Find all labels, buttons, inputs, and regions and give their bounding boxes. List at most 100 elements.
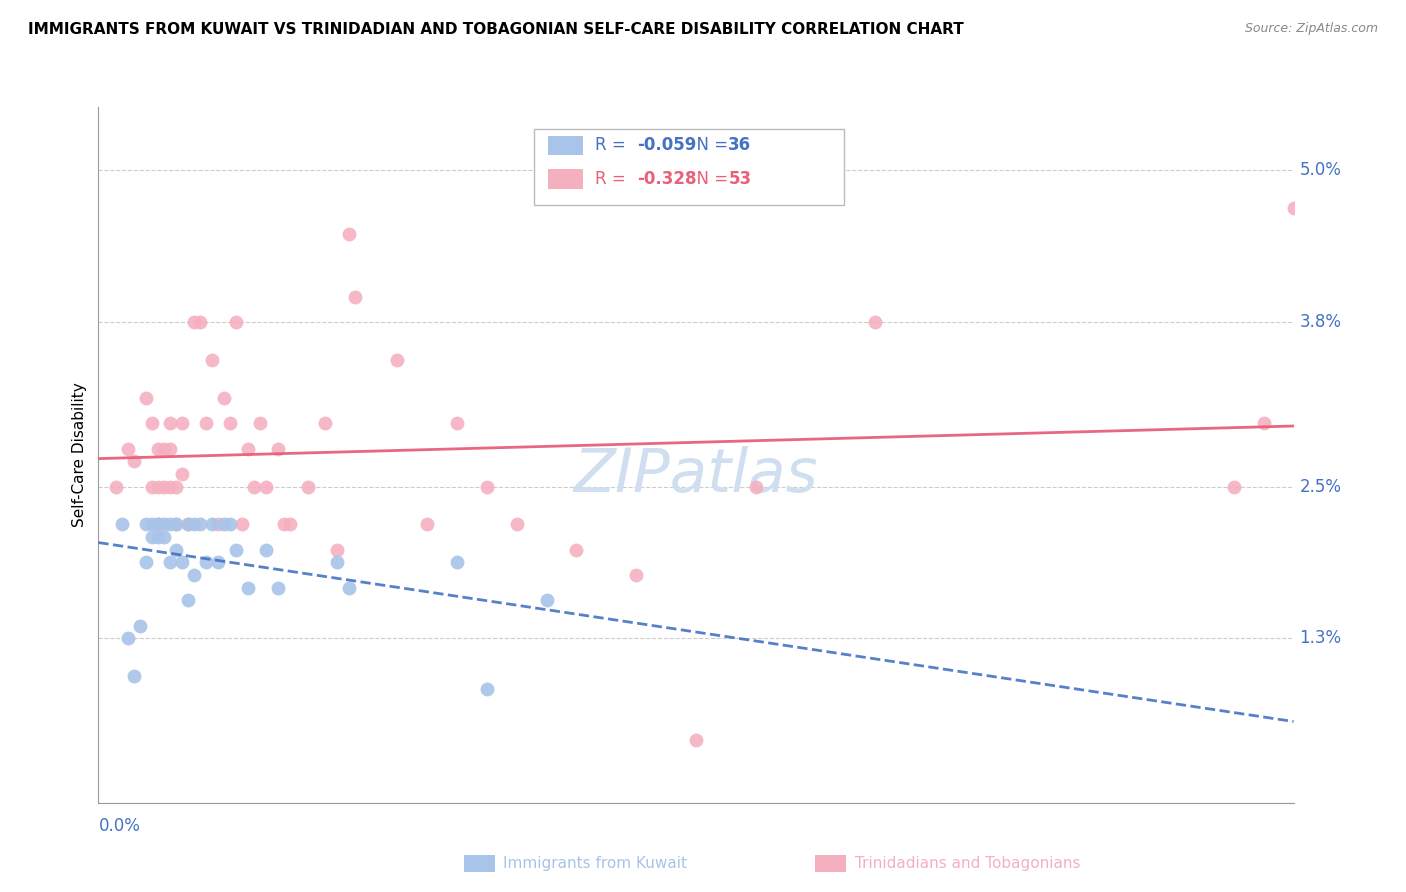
Point xyxy=(1223,479,1246,493)
Point xyxy=(188,517,211,532)
Point xyxy=(148,479,170,493)
Text: N =: N = xyxy=(686,136,734,154)
Point xyxy=(1253,417,1275,431)
Point xyxy=(159,556,181,570)
Point xyxy=(159,417,181,431)
Point xyxy=(1282,201,1305,215)
Text: 1.3%: 1.3% xyxy=(1299,630,1341,648)
Point xyxy=(225,315,247,329)
Point xyxy=(117,442,139,456)
Text: 5.0%: 5.0% xyxy=(1299,161,1341,179)
Point xyxy=(201,517,224,532)
Point xyxy=(297,479,319,493)
Text: ZIPatlas: ZIPatlas xyxy=(574,446,818,505)
Point xyxy=(141,417,163,431)
Point xyxy=(141,530,163,544)
Y-axis label: Self-Care Disability: Self-Care Disability xyxy=(72,383,87,527)
Point xyxy=(344,290,367,304)
Text: 3.8%: 3.8% xyxy=(1299,313,1341,331)
Point xyxy=(194,556,218,570)
Point xyxy=(339,581,360,595)
Text: -0.059: -0.059 xyxy=(637,136,696,154)
Point xyxy=(148,442,170,456)
Point xyxy=(105,479,128,493)
Point xyxy=(315,417,337,431)
Point xyxy=(135,556,157,570)
Text: Immigrants from Kuwait: Immigrants from Kuwait xyxy=(503,856,688,871)
Point xyxy=(624,568,647,582)
Point xyxy=(225,542,247,557)
Point xyxy=(141,517,163,532)
Point xyxy=(219,417,242,431)
Point xyxy=(183,568,205,582)
Point xyxy=(254,542,277,557)
Point xyxy=(129,618,152,632)
Text: Source: ZipAtlas.com: Source: ZipAtlas.com xyxy=(1244,22,1378,36)
Point xyxy=(565,542,588,557)
Point xyxy=(278,517,301,532)
Point xyxy=(254,479,277,493)
Point xyxy=(141,479,163,493)
Point xyxy=(124,454,146,468)
Text: 0.0%: 0.0% xyxy=(98,817,141,835)
Point xyxy=(159,442,181,456)
Point xyxy=(236,581,259,595)
Point xyxy=(172,556,194,570)
Point xyxy=(326,556,349,570)
Point xyxy=(177,593,200,607)
Point xyxy=(165,517,187,532)
Point xyxy=(165,517,187,532)
Point xyxy=(159,517,181,532)
Point xyxy=(153,479,176,493)
Point xyxy=(201,353,224,368)
Text: -0.328: -0.328 xyxy=(637,170,696,188)
Point xyxy=(135,391,157,405)
Point xyxy=(207,556,229,570)
Point xyxy=(183,315,205,329)
Point xyxy=(207,517,229,532)
Point xyxy=(135,517,157,532)
Point xyxy=(219,517,242,532)
Text: R =: R = xyxy=(595,170,631,188)
Text: 2.5%: 2.5% xyxy=(1299,477,1341,496)
Point xyxy=(159,479,181,493)
Text: Trinidadians and Tobagonians: Trinidadians and Tobagonians xyxy=(855,856,1080,871)
Text: 36: 36 xyxy=(728,136,751,154)
Point xyxy=(153,530,176,544)
Point xyxy=(745,479,768,493)
Point xyxy=(212,517,235,532)
Text: N =: N = xyxy=(686,170,734,188)
Point xyxy=(339,227,360,241)
Point xyxy=(111,517,134,532)
Point xyxy=(536,593,558,607)
Point xyxy=(865,315,887,329)
Point xyxy=(172,417,194,431)
Point xyxy=(475,479,498,493)
Point xyxy=(243,479,266,493)
Point xyxy=(446,556,468,570)
Point xyxy=(267,581,290,595)
Point xyxy=(685,732,707,747)
Point xyxy=(249,417,271,431)
Point xyxy=(148,517,170,532)
Text: R =: R = xyxy=(595,136,631,154)
Point xyxy=(124,669,146,683)
Point xyxy=(172,467,194,481)
Point xyxy=(153,442,176,456)
Point xyxy=(212,391,235,405)
Point xyxy=(267,442,290,456)
Point xyxy=(148,517,170,532)
Point xyxy=(194,417,218,431)
Text: 53: 53 xyxy=(728,170,751,188)
Point xyxy=(117,632,139,646)
Point xyxy=(236,442,259,456)
Point xyxy=(416,517,439,532)
Point xyxy=(153,517,176,532)
Point xyxy=(177,517,200,532)
Point xyxy=(148,530,170,544)
Point xyxy=(326,542,349,557)
Point xyxy=(506,517,529,532)
Point xyxy=(231,517,253,532)
Point xyxy=(183,517,205,532)
Text: IMMIGRANTS FROM KUWAIT VS TRINIDADIAN AND TOBAGONIAN SELF-CARE DISABILITY CORREL: IMMIGRANTS FROM KUWAIT VS TRINIDADIAN AN… xyxy=(28,22,965,37)
